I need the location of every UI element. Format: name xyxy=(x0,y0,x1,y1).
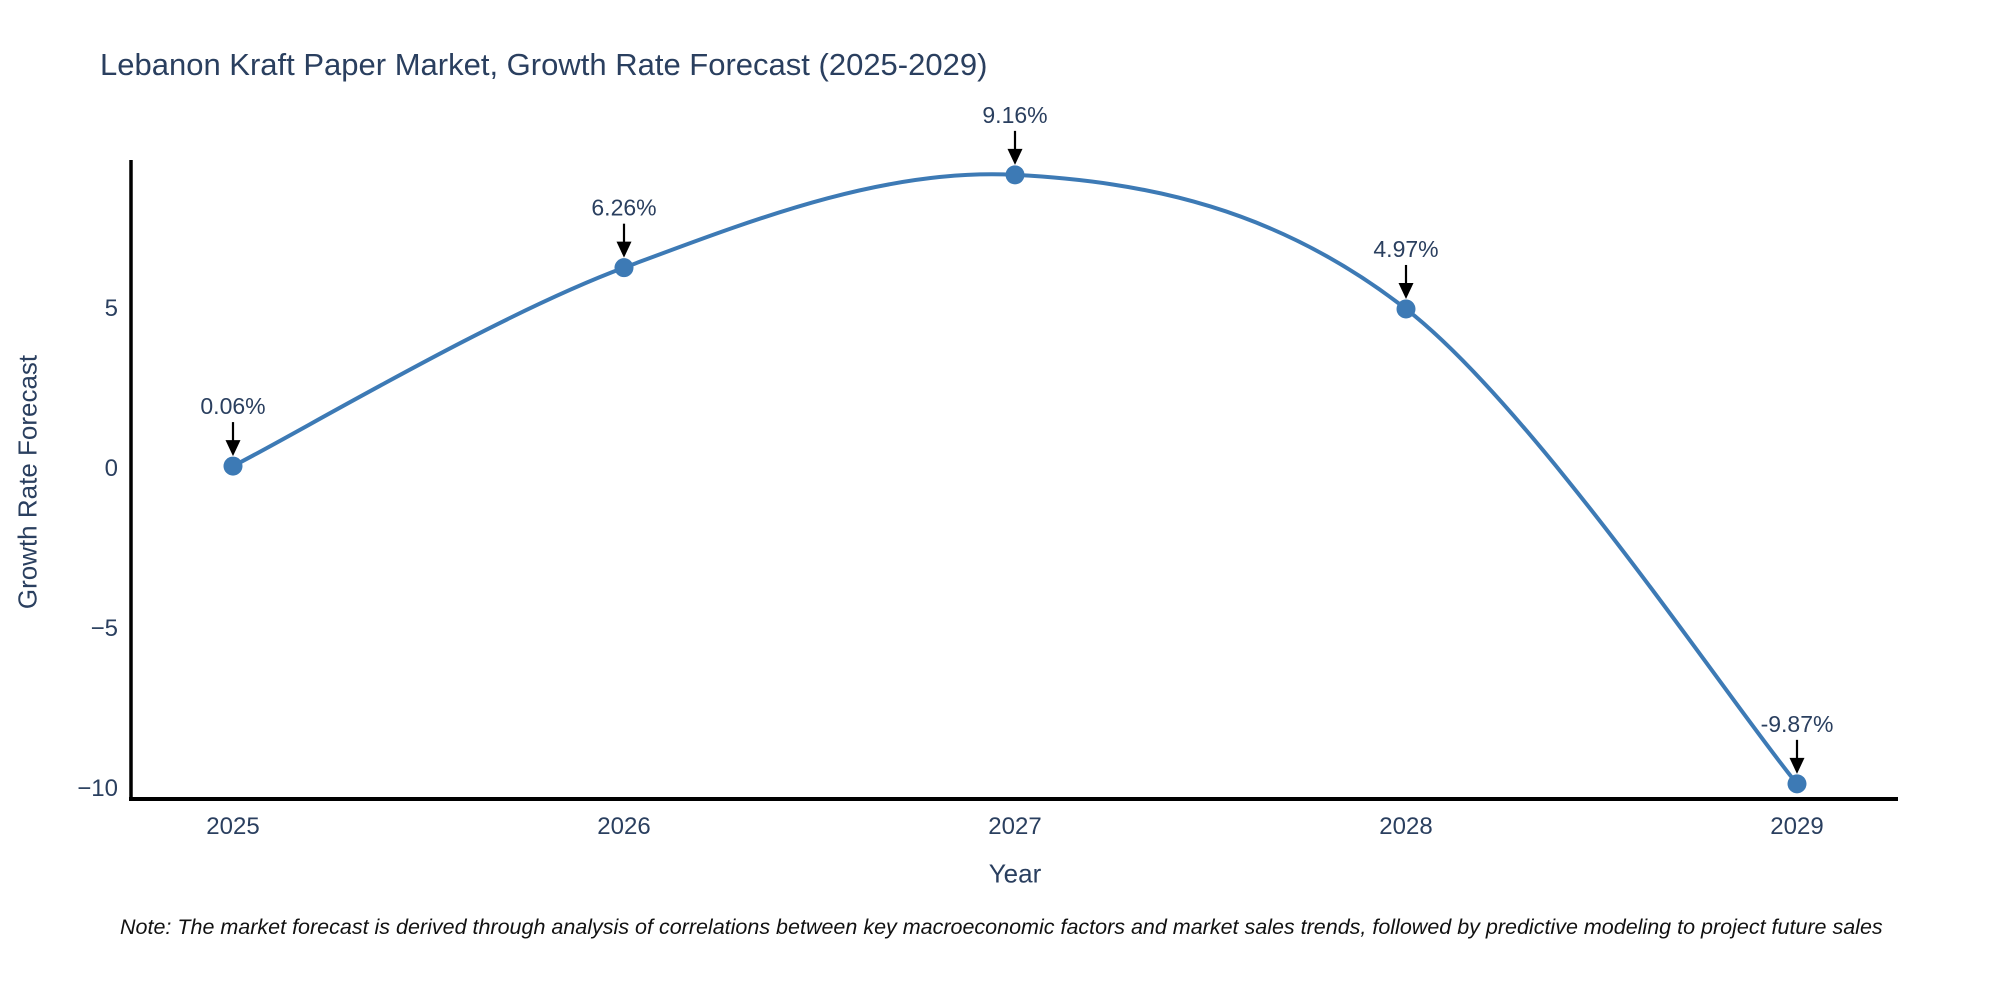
point-annotation-label: -9.87% xyxy=(1761,711,1834,737)
footnote: Note: The market forecast is derived thr… xyxy=(120,915,1883,939)
annotation-arrowhead-icon xyxy=(225,440,241,457)
y-tick-label: −10 xyxy=(77,775,118,802)
axes xyxy=(129,160,1898,801)
x-axis-title: Year xyxy=(988,858,1042,889)
data-point-marker xyxy=(223,456,243,476)
growth-line-series xyxy=(223,165,1807,794)
x-tick-label: 2027 xyxy=(988,813,1041,840)
annotation-arrowhead-icon xyxy=(616,241,632,258)
x-tick-label: 2028 xyxy=(1379,813,1432,840)
x-tick-label: 2026 xyxy=(597,813,650,840)
data-point-marker xyxy=(1005,165,1025,185)
point-annotation-label: 6.26% xyxy=(591,195,656,221)
annotation-arrowhead-icon xyxy=(1789,757,1805,774)
point-annotations: 0.06% 6.26% 9.16% 4.97% -9.87% xyxy=(200,102,1833,774)
chart-title: Lebanon Kraft Paper Market, Growth Rate … xyxy=(100,47,988,82)
x-tick-label: 2029 xyxy=(1770,813,1823,840)
axis-tick-labels: 2025 2026 2027 2028 2029 5 0 −5 −10 xyxy=(77,295,1823,840)
y-tick-label: 5 xyxy=(105,295,118,322)
data-point-marker xyxy=(1396,299,1416,319)
annotation-arrowhead-icon xyxy=(1398,282,1414,299)
growth-rate-line xyxy=(231,172,1799,786)
data-point-marker xyxy=(614,258,634,278)
x-tick-label: 2025 xyxy=(206,813,259,840)
data-point-marker xyxy=(1787,774,1807,794)
annotation-arrowhead-icon xyxy=(1007,148,1023,165)
y-tick-label: −5 xyxy=(91,615,118,642)
point-annotation-label: 9.16% xyxy=(982,102,1047,128)
point-annotation-label: 0.06% xyxy=(200,393,265,419)
point-annotation-label: 4.97% xyxy=(1373,236,1438,262)
y-tick-label: 0 xyxy=(105,455,118,482)
